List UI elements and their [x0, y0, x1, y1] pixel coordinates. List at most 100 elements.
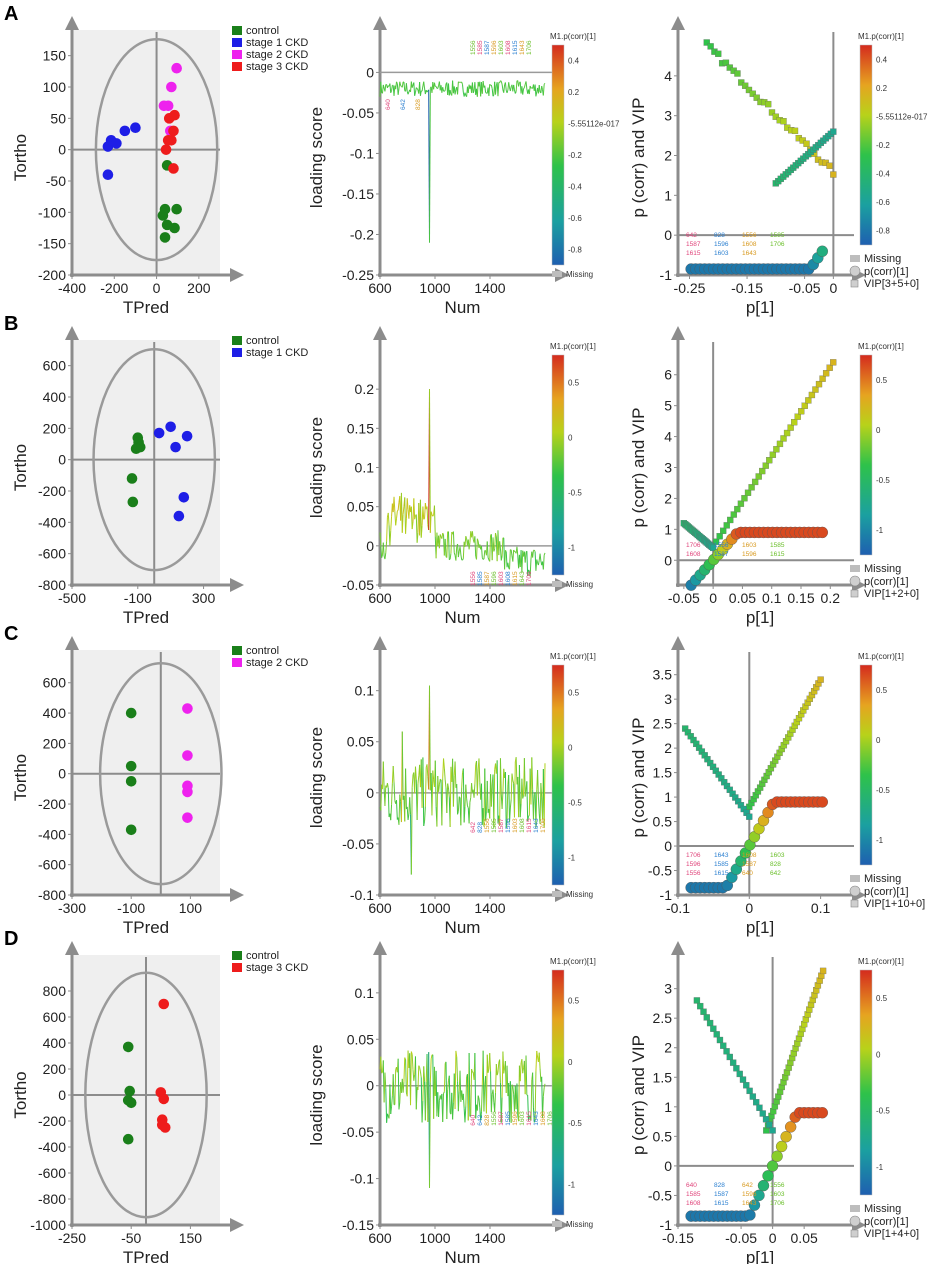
legend-vip-swatch [850, 589, 859, 598]
y-tick-label: -0.1 [350, 1171, 374, 1187]
loading-line-segment [515, 80, 518, 92]
loading-line-segment [447, 787, 450, 798]
legend-label: control [246, 950, 279, 962]
loading-line-segment [410, 506, 413, 530]
loading-line-segment [386, 517, 388, 542]
loading-line-segment [438, 784, 440, 792]
loading-line-segment [422, 757, 425, 826]
colorbar-tick: -1 [568, 544, 576, 553]
y-axis-label: Tortho [11, 754, 30, 801]
loading-line-segment [513, 762, 516, 818]
colorbar-tick: -0.8 [568, 245, 582, 254]
legend-vip-swatch [850, 899, 859, 908]
vip-square [780, 118, 787, 125]
loading-line-segment [536, 1050, 539, 1058]
loading-line-segment [516, 1083, 519, 1116]
x-axis-arrow [230, 268, 244, 282]
point-annotation: 1608 [686, 1200, 701, 1207]
loading-line-segment [437, 85, 440, 89]
x-tick-label: 0.1 [762, 590, 782, 606]
vip-square [830, 171, 837, 178]
y-tick-label: -200 [38, 483, 66, 499]
loading-line-segment [509, 86, 512, 92]
vip-square [822, 370, 830, 377]
y-tick-label: -0.05 [342, 577, 374, 593]
y-tick-label: 0 [664, 1158, 672, 1174]
loading-line-segment [538, 1052, 541, 1069]
peak-annotation: 1615 [512, 571, 519, 586]
loading-line-segment [518, 1065, 520, 1122]
loading-line-segment [426, 764, 429, 777]
vip-square [765, 100, 772, 108]
loading-line-segment [539, 553, 542, 562]
loading-line-segment [504, 550, 506, 570]
y-tick-label: 200 [43, 735, 67, 751]
colorbar-tick: -0.8 [876, 227, 890, 236]
peak-annotation: 1596 [491, 571, 498, 586]
loading-line-segment [471, 531, 474, 540]
loading-line-segment [443, 90, 446, 92]
point-annotation: 828 [714, 232, 725, 239]
y-tick-label: 0.05 [347, 734, 374, 750]
score-point [166, 81, 177, 93]
legend-swatch [232, 963, 242, 972]
loading-line-segment [398, 794, 401, 825]
legend-swatch [232, 38, 242, 47]
vip-square [745, 86, 753, 94]
loading-line-segment [476, 769, 479, 796]
loading-line-segment [390, 516, 393, 531]
loading-line-segment [387, 787, 390, 818]
vip-square [736, 1070, 743, 1078]
point-annotation: 1596 [714, 241, 729, 248]
loading-line-segment [500, 80, 502, 82]
vip-square [720, 527, 727, 534]
point-annotation: 1596 [686, 861, 701, 868]
y-axis-label: p (corr) and VIP [629, 98, 648, 218]
y-tick-label: 0.2 [355, 381, 375, 397]
x-axis-arrow [230, 578, 244, 592]
colorbar-tick: -0.5 [876, 476, 890, 485]
loading-line-segment [500, 81, 503, 85]
loading-line-segment [533, 549, 536, 552]
loading-line-segment [510, 773, 513, 800]
loading-line-segment [457, 81, 459, 95]
y-tick-label: -200 [38, 267, 66, 283]
score-point [125, 1097, 137, 1109]
point-annotation: 1556 [714, 542, 729, 549]
x-tick-label: 0.05 [729, 590, 756, 606]
point-annotation: 642 [742, 1182, 753, 1189]
vip-square [759, 1110, 766, 1117]
y-tick-label: 2 [664, 148, 672, 164]
loading-line-segment [424, 1081, 427, 1121]
loading-line-segment [476, 538, 479, 542]
vip-square [819, 967, 827, 975]
peak-annotation: 1596 [512, 1111, 519, 1126]
vip-square [749, 90, 756, 97]
loading-line-segment [410, 1051, 413, 1055]
vip-square [746, 813, 753, 820]
point-annotation: 1585 [714, 861, 729, 868]
loading-line-segment [405, 1059, 407, 1093]
legend-missing-swatch [850, 875, 860, 882]
y-tick-label: 3 [664, 691, 672, 707]
point-annotation: 640 [742, 870, 753, 877]
loading-line-segment [422, 506, 425, 520]
loading-line-segment [489, 1053, 492, 1072]
loading-line-segment [419, 1067, 421, 1072]
point-annotation: 1585 [686, 1191, 701, 1198]
panel-d-vip: -1 -0.5 0 0.5 1 1.5 2 2.5 3 -0.15 -0.05 0 0.05 640 828… [629, 941, 919, 1264]
colorbar-tick: -5.55112e-017 [568, 120, 620, 129]
vip-square [787, 424, 794, 431]
loading-line-segment [518, 764, 521, 818]
colorbar-tick: -0.6 [568, 214, 582, 223]
loading-line-segment [391, 1095, 393, 1107]
loading-line-segment [521, 550, 524, 573]
loading-line-segment [523, 84, 526, 88]
vip-square [798, 408, 805, 415]
colorbar-tick: -0.5 [876, 1107, 890, 1116]
vip-square [746, 1087, 753, 1095]
loading-line-segment [491, 88, 494, 97]
loading-line-segment [432, 514, 435, 517]
point-annotation: 1556 [742, 232, 757, 239]
loading-line-segment [509, 549, 511, 570]
